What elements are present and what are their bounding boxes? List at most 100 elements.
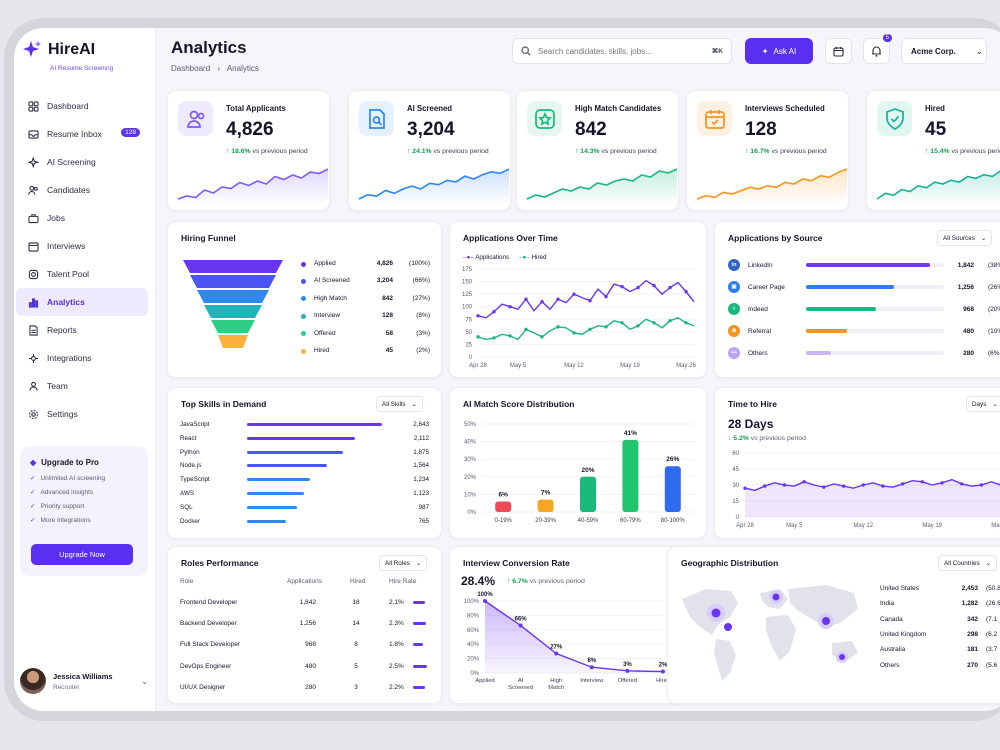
kpi-card[interactable]: Total Applicants 4,826 ↑ 18.6% vs previous… <box>167 90 330 211</box>
sidebar-item-jobs[interactable]: Jobs <box>16 204 148 232</box>
data-point[interactable] <box>554 651 559 656</box>
days-filter-dropdown[interactable]: Days ⌄ <box>966 396 1000 412</box>
funnel-stage[interactable] <box>190 275 276 288</box>
score-bar[interactable] <box>580 476 596 512</box>
data-point[interactable] <box>940 481 944 485</box>
kpi-card[interactable]: High Match Candidates 842 ↑ 14.3% vs previ… <box>516 90 679 211</box>
data-point[interactable] <box>508 305 512 309</box>
calendar-button[interactable] <box>825 38 852 64</box>
funnel-stage-label: High Match <box>314 294 347 302</box>
roles-filter-dropdown[interactable]: All Roles ⌄ <box>379 555 428 571</box>
data-point[interactable] <box>589 665 594 670</box>
sidebar-item-interviews[interactable]: Interviews <box>16 232 148 260</box>
data-point[interactable] <box>556 297 560 301</box>
data-point[interactable] <box>540 335 544 339</box>
score-bar[interactable] <box>495 501 512 512</box>
data-point[interactable] <box>636 285 640 290</box>
data-point[interactable] <box>483 599 487 603</box>
chevron-down-icon[interactable]: ⌄ <box>141 676 148 686</box>
data-point[interactable] <box>652 321 656 325</box>
data-point[interactable] <box>572 331 576 335</box>
data-point[interactable] <box>524 297 528 301</box>
sidebar-item-team[interactable]: Team <box>16 372 148 400</box>
score-bar[interactable] <box>537 499 554 512</box>
data-point[interactable] <box>920 480 925 484</box>
data-point[interactable] <box>881 484 885 488</box>
logo[interactable]: HireAI <box>22 40 95 60</box>
sidebar-item-analytics[interactable]: Analytics <box>16 288 148 316</box>
data-point[interactable] <box>900 482 905 486</box>
notifications-button[interactable]: 5 <box>863 34 892 64</box>
upgrade-now-button[interactable]: Upgrade Now <box>31 544 133 565</box>
score-bar[interactable] <box>664 466 681 512</box>
data-point[interactable] <box>572 292 576 296</box>
sidebar-item-talent-pool[interactable]: Talent Pool <box>16 260 148 288</box>
kpi-card[interactable]: AI Screened 3,204 ↑ 24.1% vs previous peri… <box>348 90 511 211</box>
sidebar-item-settings[interactable]: Settings <box>16 400 148 428</box>
ask-ai-button[interactable]: ✦ Ask AI <box>745 38 813 64</box>
sidebar-item-candidates[interactable]: Candidates <box>16 176 148 204</box>
org-selector[interactable]: Acme Corp. ⌄ <box>901 38 987 64</box>
data-point[interactable] <box>620 284 624 289</box>
data-point[interactable] <box>960 482 964 486</box>
data-point[interactable] <box>652 283 656 288</box>
funnel-stage[interactable] <box>218 335 248 348</box>
data-point[interactable] <box>861 483 865 487</box>
data-point[interactable] <box>492 336 496 340</box>
data-point[interactable] <box>668 285 672 290</box>
data-point[interactable] <box>492 310 496 314</box>
data-point[interactable] <box>668 319 672 323</box>
sidebar-item-dashboard[interactable]: Dashboard <box>16 92 148 120</box>
data-point[interactable] <box>841 484 846 488</box>
y-tick-label: 100 <box>462 305 473 311</box>
data-point[interactable] <box>508 334 512 338</box>
sidebar-item-resume-inbox[interactable]: Resume Inbox 128 <box>16 120 148 148</box>
source-value: 480 <box>963 328 974 335</box>
data-point[interactable] <box>661 669 665 674</box>
funnel-stage[interactable] <box>183 260 283 273</box>
pool-icon <box>28 269 39 279</box>
data-point[interactable] <box>625 668 630 673</box>
grid-icon <box>28 100 39 112</box>
data-point[interactable] <box>802 480 806 484</box>
kpi-card[interactable]: Hired 45 ↑ 15.4% vs previous period <box>866 90 1000 211</box>
source-label: Indeed <box>748 306 768 313</box>
data-point[interactable] <box>556 325 560 329</box>
funnel-stage[interactable] <box>197 290 269 303</box>
data-point[interactable] <box>782 483 787 487</box>
countries-filter-dropdown[interactable]: All Countries ⌄ <box>938 555 997 571</box>
kpi-card[interactable]: Interviews Scheduled 128 ↑ 16.7% vs previo… <box>686 90 849 211</box>
data-point[interactable] <box>636 324 640 328</box>
data-point[interactable] <box>476 314 480 318</box>
funnel-stage[interactable] <box>211 320 255 333</box>
data-point[interactable] <box>979 483 984 487</box>
data-point[interactable] <box>684 321 688 325</box>
sidebar-item-reports[interactable]: Reports <box>16 316 148 344</box>
sidebar-item-ai-screening[interactable]: AI Screening <box>16 148 148 176</box>
search-bar[interactable]: ⌘K <box>512 38 732 64</box>
sources-filter-dropdown[interactable]: All Sources ⌄ <box>937 230 993 246</box>
data-point[interactable] <box>604 294 608 299</box>
skills-filter-dropdown[interactable]: All Skills ⌄ <box>376 396 423 412</box>
data-point[interactable] <box>588 327 592 332</box>
data-point[interactable] <box>588 298 592 303</box>
upgrade-feature-label: Priority support <box>40 502 85 510</box>
user-profile[interactable]: Jessica Williams Recruiter ⌄ <box>20 665 148 697</box>
data-point[interactable] <box>476 335 480 339</box>
data-point[interactable] <box>540 299 544 304</box>
filter-label: All Sources <box>943 234 975 242</box>
data-point[interactable] <box>822 485 826 489</box>
data-point[interactable] <box>620 321 624 325</box>
data-point[interactable] <box>743 486 747 490</box>
breadcrumb-dashboard[interactable]: Dashboard <box>171 64 211 73</box>
data-point[interactable] <box>524 327 528 332</box>
data-point[interactable] <box>763 484 767 488</box>
sidebar-item-integrations[interactable]: Integrations <box>16 344 148 372</box>
data-point[interactable] <box>604 325 608 329</box>
score-bar[interactable] <box>622 439 639 512</box>
point-value-label: 3% <box>623 662 632 668</box>
search-input[interactable] <box>538 46 705 56</box>
data-point[interactable] <box>684 289 688 294</box>
data-point[interactable] <box>518 623 523 628</box>
funnel-stage[interactable] <box>204 305 262 318</box>
